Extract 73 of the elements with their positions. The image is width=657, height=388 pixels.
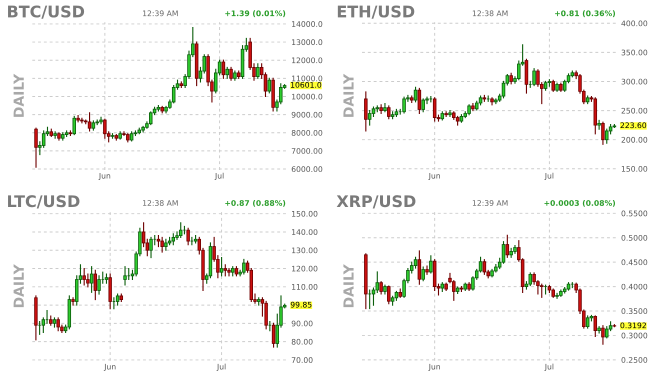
candlestick	[34, 128, 38, 168]
candlestick	[594, 315, 598, 337]
candlestick	[104, 273, 108, 284]
candlestick	[123, 266, 127, 286]
candlestick	[233, 70, 237, 81]
candlestick	[482, 259, 486, 275]
candlestick	[242, 258, 246, 275]
candlestick	[414, 86, 418, 102]
candlestick	[52, 317, 56, 328]
candlestick	[256, 63, 260, 79]
chart-title: XRP/USD	[336, 195, 416, 209]
candlestick	[601, 122, 605, 145]
candlestick	[172, 233, 176, 246]
candlestick	[222, 60, 226, 79]
candlestick	[234, 266, 238, 276]
candlestick	[49, 315, 52, 326]
candlestick	[56, 317, 60, 332]
candlestick	[528, 272, 532, 286]
candlestick	[148, 111, 153, 126]
candlestick	[88, 112, 92, 132]
candlestick	[402, 96, 406, 114]
candlestick	[421, 266, 425, 282]
candlestick	[264, 300, 268, 330]
candlestick	[72, 116, 76, 136]
candlestick	[421, 98, 425, 112]
candlestick	[108, 273, 112, 310]
candlestick	[467, 104, 471, 116]
candlestick	[551, 80, 555, 92]
candlestick	[116, 294, 120, 306]
candlestick	[103, 118, 107, 139]
candlestick	[186, 228, 190, 246]
candlestick	[364, 91, 368, 132]
candlestick	[429, 255, 433, 274]
candlestick	[432, 97, 436, 122]
candlestick	[509, 72, 513, 84]
candlestick	[586, 315, 590, 329]
candlestick	[601, 325, 605, 345]
candlestick	[256, 297, 260, 306]
candlestick	[418, 250, 422, 285]
candlestick	[225, 66, 229, 79]
chart-title: LTC/USD	[8, 195, 80, 209]
candlestick	[224, 264, 228, 276]
candlestick	[387, 105, 391, 120]
candlestick	[368, 110, 372, 126]
candlestick	[92, 120, 96, 131]
candlestick	[540, 284, 544, 298]
candlestick	[506, 234, 510, 258]
y-axis-title: DAILY	[14, 74, 24, 117]
y-axis-title: DAILY	[343, 264, 354, 308]
candlestick	[94, 270, 98, 300]
chart-title: ETH/USD	[338, 5, 414, 19]
candlestick	[268, 78, 272, 94]
candlestick	[524, 58, 528, 94]
candlestick	[179, 222, 182, 238]
candlestick	[220, 256, 224, 276]
candlestick	[82, 268, 86, 286]
candlestick	[272, 322, 276, 348]
candlestick	[379, 281, 383, 294]
candlestick	[532, 68, 536, 86]
candlestick	[231, 266, 234, 276]
candlestick	[130, 131, 134, 142]
candlestick	[418, 88, 422, 114]
candlestick	[410, 95, 414, 103]
candlestick	[160, 236, 164, 253]
candlestick	[164, 238, 168, 251]
y-axis-title: DAILY	[14, 264, 24, 308]
y-axis-title: DAILY	[343, 74, 354, 117]
candlestick	[387, 286, 391, 304]
candlestick	[90, 266, 94, 293]
candlestick	[502, 241, 506, 264]
chart-title: BTC/USD	[8, 5, 84, 19]
candlestick	[229, 66, 233, 81]
candlestick	[97, 275, 101, 295]
